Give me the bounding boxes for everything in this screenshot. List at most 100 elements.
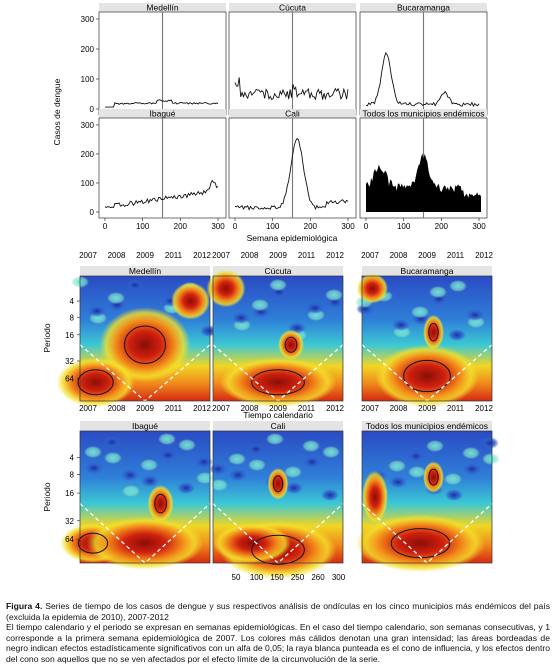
series-line <box>104 179 219 209</box>
year-tick-bottom: 2012 <box>193 404 211 413</box>
x-tick-label: 300 <box>341 222 355 231</box>
wavelet-panel: Ibagué 4 8 16 32 64 <box>60 421 214 570</box>
texture-region <box>462 447 480 459</box>
texture-region <box>228 453 246 465</box>
high-intensity-region <box>375 344 479 408</box>
texture-region <box>407 450 425 462</box>
y-tick-label: 200 <box>81 45 95 54</box>
year-tick-bottom: 2009 <box>136 404 154 413</box>
series-line <box>365 51 480 108</box>
panel-title: Cúcuta <box>265 266 292 276</box>
year-tick-top: 2012 <box>326 251 344 260</box>
panel-title-bar <box>229 109 356 118</box>
year-tick-top: 2007 <box>361 251 379 260</box>
year-tick-top: 2009 <box>269 251 287 260</box>
x-tick-label: 100 <box>136 222 150 231</box>
period-tick-label: 64 <box>65 535 74 544</box>
texture-region <box>463 463 481 475</box>
year-tick-top: 2007 <box>212 251 230 260</box>
y-tick-label: 100 <box>81 179 95 188</box>
plot-frame <box>212 275 344 402</box>
y-tick-label: 100 <box>81 75 95 84</box>
texture-region <box>141 475 159 487</box>
texture-region <box>107 292 125 304</box>
texture-region <box>284 466 302 478</box>
bottom-tick-label: 300 <box>332 573 346 582</box>
panel-title: Medellín <box>129 266 161 276</box>
panel-title-bar <box>362 421 492 431</box>
texture-region <box>481 437 499 449</box>
year-tick-bottom: 2011 <box>447 404 465 413</box>
year-tick-bottom: 2007 <box>212 404 230 413</box>
year-tick-top: 2008 <box>241 251 259 260</box>
texture-region <box>122 485 140 497</box>
texture-region <box>140 459 158 471</box>
high-intensity-region <box>267 467 289 500</box>
caption-line-2: El tiempo calendario y el periodo se exp… <box>6 622 550 664</box>
significance-contour <box>428 323 439 342</box>
time-series-panels: Medellín 0 100 200 300 Cúcuta Bucaramanga Ibagu… <box>52 3 488 243</box>
panel-title: Ibagué <box>150 109 176 119</box>
texture-region <box>209 463 227 475</box>
x-tick-label: 0 <box>364 222 369 231</box>
panel-title: Medellín <box>146 3 178 13</box>
high-intensity-region <box>213 523 291 563</box>
panel-title: Bucaramanga <box>401 266 454 276</box>
period-tick-label: 8 <box>70 313 75 322</box>
high-intensity-region <box>56 357 135 408</box>
significance-contour <box>403 359 451 393</box>
year-tick-top: 2009 <box>136 251 154 260</box>
series-panel: Cúcuta <box>228 3 357 116</box>
series-panel: Todos los municipios endémicos 0 100 200 300 <box>359 109 488 231</box>
plot-frame <box>361 275 493 402</box>
series-panel: Bucaramanga <box>359 3 488 116</box>
x-tick-label: 100 <box>397 222 411 231</box>
texture-region <box>103 436 121 448</box>
caption-title: Series de tiempo de los casos de dengue … <box>6 601 550 622</box>
year-tick-top: 2012 <box>193 251 211 260</box>
year-tick-bottom: 2011 <box>165 404 183 413</box>
figure-4: Medellín 0 100 200 300 Cúcuta Bucaramanga Ibagu… <box>42 3 500 582</box>
high-intensity-region <box>171 282 210 320</box>
caption-label: Figura 4. <box>6 601 43 611</box>
texture-region <box>88 305 106 317</box>
y-tick-label: 300 <box>81 15 95 24</box>
x-tick-label: 200 <box>435 222 449 231</box>
texture-region <box>444 473 462 485</box>
high-intensity-region <box>99 307 191 383</box>
texture-region <box>229 469 247 481</box>
x-tick-label: 0 <box>233 222 238 231</box>
panel-title: Bucaramanga <box>397 3 450 13</box>
panel-title-bar <box>99 109 226 118</box>
significance-contour <box>284 336 298 353</box>
period-tick-label: 64 <box>65 375 74 384</box>
year-tick-top: 2008 <box>390 251 408 260</box>
panel-title-bar <box>80 266 210 276</box>
year-tick-top: 2012 <box>475 251 493 260</box>
panel-title: Cali <box>271 421 286 431</box>
year-tick-top: 2011 <box>165 251 183 260</box>
series-area <box>366 153 481 212</box>
series-line <box>234 77 349 101</box>
panel-title-bar <box>362 266 492 276</box>
year-tick-top: 2007 <box>79 251 97 260</box>
high-intensity-region <box>423 314 444 350</box>
x-tick-label: 100 <box>266 222 280 231</box>
year-tick-bottom: 2011 <box>298 404 316 413</box>
x-tick-label: 200 <box>174 222 188 231</box>
wavelet-panels: Medellín 4 8 16 32 64 2007 2007 2008 2008 2009 2009… <box>42 251 500 582</box>
year-tick-bottom: 2008 <box>241 404 259 413</box>
texture-region <box>392 319 410 331</box>
texture-region <box>266 433 284 445</box>
panel-title: Cali <box>285 109 300 119</box>
series-panel: Cali 0 100 200 300 <box>228 109 357 231</box>
texture-region <box>429 286 447 298</box>
year-tick-bottom: 2012 <box>326 404 344 413</box>
high-intensity-region <box>206 269 246 308</box>
texture-region <box>247 443 265 455</box>
high-intensity-region <box>219 357 337 408</box>
texture-region <box>84 446 102 458</box>
panel-title-bar <box>213 421 343 431</box>
texture-region <box>251 299 269 311</box>
texture-region <box>389 476 407 488</box>
